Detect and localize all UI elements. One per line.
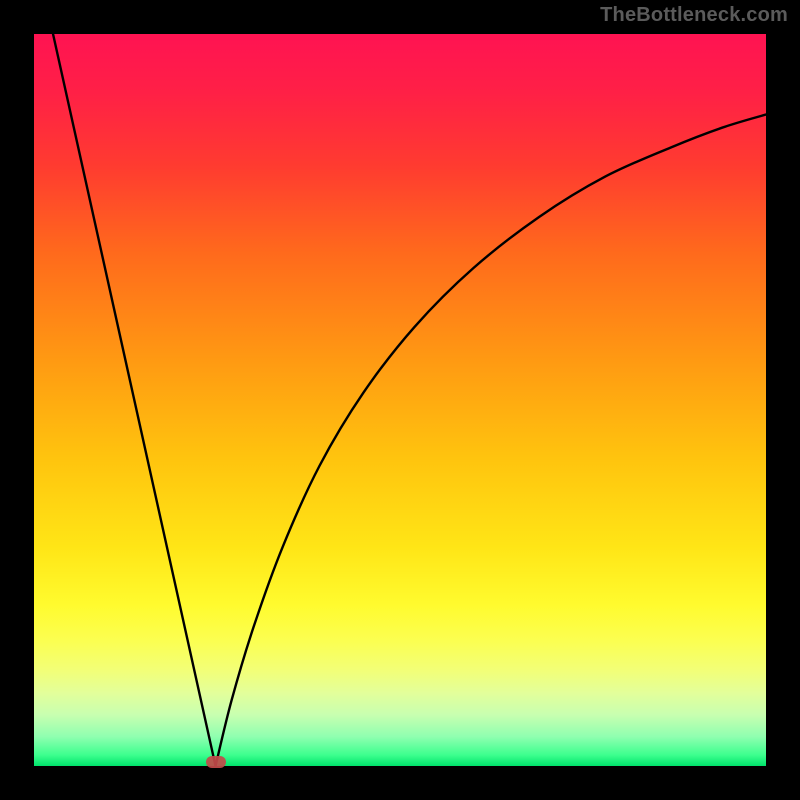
bottleneck-curve bbox=[34, 34, 766, 766]
curve-left-branch bbox=[53, 34, 216, 766]
watermark-text: TheBottleneck.com bbox=[600, 4, 788, 27]
optimal-point-marker bbox=[206, 756, 226, 768]
curve-right-branch bbox=[216, 115, 766, 766]
outer-frame: TheBottleneck.com bbox=[0, 0, 800, 800]
